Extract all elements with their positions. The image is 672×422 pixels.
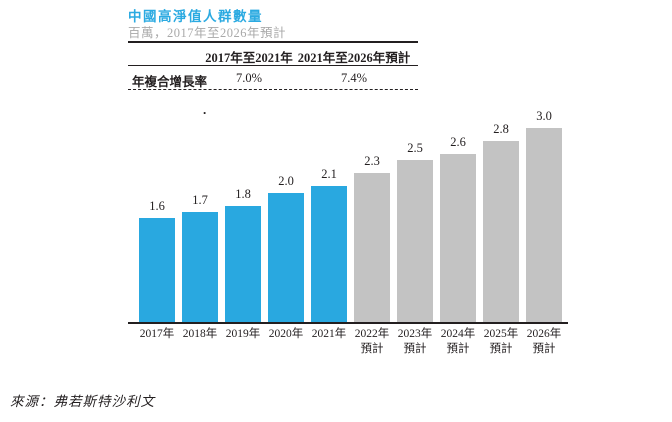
chart-subtitle: 百萬，2017年至2026年預計 bbox=[128, 26, 287, 40]
x-axis-label-2026年: 2026年 預計 bbox=[526, 328, 562, 355]
x-axis-label-2024年: 2024年 預計 bbox=[440, 328, 476, 355]
cagr-col-2017-2021: 2017年至2021年 bbox=[205, 51, 293, 65]
bar-column-2024年: 2.6 bbox=[440, 135, 476, 322]
bar-value-label: 2.5 bbox=[407, 141, 423, 156]
cagr-value-2021-2026: 7.4% bbox=[340, 71, 368, 85]
x-axis-label-2025年: 2025年 預計 bbox=[483, 328, 519, 355]
bar-column-2017年: 1.6 bbox=[139, 199, 175, 322]
bar-value-label: 3.0 bbox=[536, 108, 552, 123]
x-axis-label-2021年: 2021年 bbox=[311, 328, 347, 340]
bar-value-label: 2.6 bbox=[450, 134, 466, 149]
x-axis-label-2023年: 2023年 預計 bbox=[397, 328, 433, 355]
stray-period-mark: . bbox=[203, 102, 207, 117]
bar-actual bbox=[225, 205, 261, 322]
bar-actual bbox=[311, 186, 347, 322]
bar-column-2025年: 2.8 bbox=[483, 122, 519, 322]
source-note: 來源：弗若斯特沙利文 bbox=[10, 394, 155, 409]
bar-actual bbox=[268, 192, 304, 322]
bar-column-2022年: 2.3 bbox=[354, 154, 390, 322]
bar-actual bbox=[182, 212, 218, 322]
cagr-table: 2017年至2021年 2021年至2026年預計 年複合增長率 7.0% 7.… bbox=[128, 41, 418, 90]
bar-forecast bbox=[397, 160, 433, 322]
bar-forecast bbox=[440, 153, 476, 322]
bar-forecast bbox=[354, 173, 390, 322]
cagr-col-2021-2026: 2021年至2026年預計 bbox=[297, 51, 411, 65]
chart-title: 中國高淨值人群數量 bbox=[128, 9, 263, 24]
bar-column-2019年: 1.8 bbox=[225, 187, 261, 322]
cagr-row-label: 年複合增長率 bbox=[132, 75, 208, 89]
bar-value-label: 2.3 bbox=[364, 154, 380, 169]
x-axis-label-2022年: 2022年 預計 bbox=[354, 328, 390, 355]
cagr-table-row: 年複合增長率 7.0% 7.4% bbox=[128, 66, 418, 90]
bar-forecast bbox=[526, 127, 562, 322]
bar-value-label: 1.6 bbox=[149, 199, 165, 214]
x-axis-labels: 2017年 2018年 2019年 2020年 2021年 2022年 預計 2023年 預計 2… bbox=[128, 327, 568, 357]
bar-actual bbox=[139, 218, 175, 322]
cagr-value-2017-2021: 7.0% bbox=[235, 71, 263, 85]
bar-value-label: 1.8 bbox=[235, 186, 251, 201]
x-axis-label-2020年: 2020年 bbox=[268, 328, 304, 340]
bar-column-2023年: 2.5 bbox=[397, 141, 433, 322]
x-axis-label-2017年: 2017年 bbox=[139, 328, 175, 340]
bar-value-label: 2.0 bbox=[278, 173, 294, 188]
bar-column-2026年: 3.0 bbox=[526, 109, 562, 322]
bar-value-label: 2.1 bbox=[321, 167, 337, 182]
bar-value-label: 2.8 bbox=[493, 121, 509, 136]
cagr-table-header: 2017年至2021年 2021年至2026年預計 bbox=[128, 43, 418, 66]
bar-column-2020年: 2.0 bbox=[268, 174, 304, 322]
bar-value-label: 1.7 bbox=[192, 193, 208, 208]
bar-forecast bbox=[483, 140, 519, 322]
bar-column-2018年: 1.7 bbox=[182, 193, 218, 322]
x-axis-label-2018年: 2018年 bbox=[182, 328, 218, 340]
plot-area: 1.6 1.7 1.8 2.0 2.1 2.3 2.5 2.6 2.8 3.0 bbox=[128, 109, 568, 324]
bar-column-2021年: 2.1 bbox=[311, 167, 347, 322]
x-axis-label-2019年: 2019年 bbox=[225, 328, 261, 340]
